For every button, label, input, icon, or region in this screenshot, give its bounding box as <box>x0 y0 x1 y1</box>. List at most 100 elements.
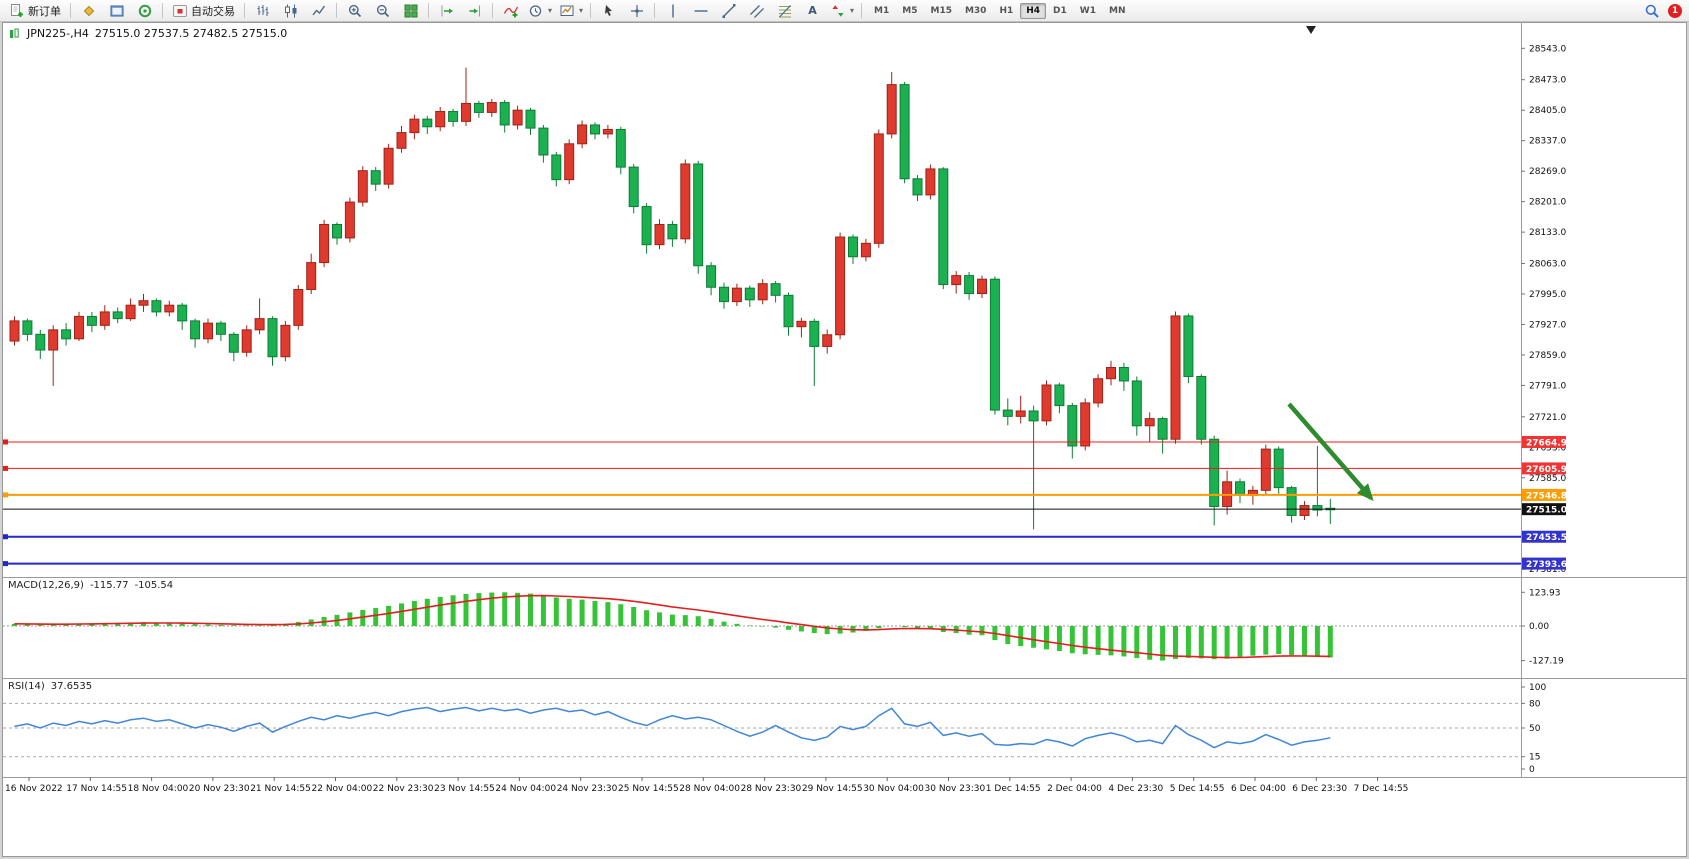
chart-shift-button[interactable] <box>461 0 488 21</box>
candlestick-chart-button[interactable] <box>277 0 304 21</box>
chevron-down-icon: ▾ <box>579 6 584 15</box>
hline-anchor[interactable] <box>3 492 8 498</box>
hline-anchor[interactable] <box>3 561 8 567</box>
toolbar-separator <box>428 3 429 18</box>
horizontal-lines <box>3 439 1521 567</box>
navigator-icon <box>110 5 123 16</box>
fibonacci-button[interactable] <box>771 0 798 21</box>
chart-window: 28543.0 28473.0 28405.0 28337.0 28269.0 28201… <box>2 22 1687 857</box>
chevron-down-icon: ▾ <box>850 6 855 15</box>
timeframe-button-h4[interactable]: H4 <box>1020 2 1047 19</box>
timeframe-button-d1[interactable]: D1 <box>1053 5 1067 16</box>
svg-text:27585.0: 27585.0 <box>1529 474 1566 484</box>
svg-text:30 Nov 04:00: 30 Nov 04:00 <box>863 784 924 794</box>
zoom-in-icon <box>348 4 361 17</box>
svg-text:-127.19: -127.19 <box>1529 657 1564 667</box>
svg-text:28337.0: 28337.0 <box>1529 137 1566 147</box>
chart-shift-marker[interactable] <box>1306 26 1316 34</box>
zoom-in-button[interactable] <box>341 0 368 21</box>
candlesticks <box>9 67 1336 530</box>
svg-text:28 Nov 04:00: 28 Nov 04:00 <box>679 784 740 794</box>
svg-text:27605.9: 27605.9 <box>1526 465 1567 475</box>
templates-button[interactable]: ▾ <box>556 0 586 21</box>
svg-text:24 Nov 23:30: 24 Nov 23:30 <box>557 784 618 794</box>
indicators-icon <box>503 6 518 17</box>
svg-text:15: 15 <box>1529 753 1540 763</box>
hline-anchor[interactable] <box>3 534 8 540</box>
indicators-button[interactable] <box>497 0 524 21</box>
svg-text:28133.0: 28133.0 <box>1529 228 1566 238</box>
svg-text:50: 50 <box>1529 724 1541 734</box>
channel-button[interactable] <box>743 0 770 21</box>
notification-badge[interactable]: 1 <box>1668 3 1682 18</box>
svg-text:0.00: 0.00 <box>1529 622 1549 632</box>
main-toolbar: 新订单 自动交易 <box>0 0 1689 22</box>
line-chart-icon <box>311 5 325 15</box>
hline-anchor[interactable] <box>3 439 8 445</box>
arrows-button[interactable]: ▾ <box>827 0 857 21</box>
horizontal-line-icon <box>694 9 708 12</box>
trendline-button[interactable] <box>715 0 742 21</box>
auto-scroll-button[interactable] <box>433 0 460 21</box>
svg-text:23 Nov 14:55: 23 Nov 14:55 <box>434 784 495 794</box>
fibonacci-icon <box>778 4 791 17</box>
channel-icon <box>749 4 764 18</box>
rsi-line <box>14 706 1331 749</box>
autotrading-button[interactable]: 自动交易 <box>167 0 240 21</box>
timeframe-button-w1[interactable]: W1 <box>1079 5 1096 16</box>
chevron-down-icon: ▾ <box>548 6 553 15</box>
svg-text:17 Nov 14:55: 17 Nov 14:55 <box>66 784 127 794</box>
timeframe-button-m5[interactable]: M5 <box>902 5 918 16</box>
market-watch-button[interactable] <box>75 0 102 21</box>
text-button[interactable]: A <box>799 0 826 21</box>
svg-text:6 Dec 04:00: 6 Dec 04:00 <box>1231 784 1286 794</box>
svg-text:27381.0: 27381.0 <box>1529 565 1566 575</box>
navigator-button[interactable] <box>103 0 130 21</box>
svg-text:27859.0: 27859.0 <box>1529 351 1566 361</box>
svg-text:27653.0: 27653.0 <box>1529 443 1566 453</box>
hline-anchor[interactable] <box>3 465 8 471</box>
timeframe-button-h1[interactable]: H1 <box>999 5 1014 16</box>
svg-text:5 Dec 14:55: 5 Dec 14:55 <box>1170 784 1225 794</box>
trend-arrow[interactable] <box>1287 402 1374 502</box>
svg-text:7 Dec 14:55: 7 Dec 14:55 <box>1354 784 1409 794</box>
chart-canvas[interactable]: 28543.0 28473.0 28405.0 28337.0 28269.0 28201… <box>3 23 1686 856</box>
toolbar-separator <box>861 3 863 18</box>
tile-windows-button[interactable] <box>397 0 424 21</box>
toolbar-separator <box>654 3 656 18</box>
line-chart-button[interactable] <box>305 0 332 21</box>
crosshair-button[interactable] <box>623 0 650 21</box>
svg-text:21 Nov 14:55: 21 Nov 14:55 <box>250 784 311 794</box>
bar-chart-button[interactable] <box>249 0 276 21</box>
vertical-line-button[interactable] <box>659 0 686 21</box>
toolbar-separator <box>590 3 592 18</box>
price-badge <box>1522 462 1566 475</box>
svg-text:28473.0: 28473.0 <box>1529 76 1566 86</box>
svg-text:27393.6: 27393.6 <box>1526 560 1567 570</box>
svg-text:27664.9: 27664.9 <box>1526 438 1567 448</box>
zoom-out-button[interactable] <box>369 0 396 21</box>
timeframe-button-m15[interactable]: M15 <box>930 5 952 16</box>
svg-text:27791.0: 27791.0 <box>1529 381 1566 391</box>
text-tool-icon: A <box>808 4 817 17</box>
svg-text:27453.5: 27453.5 <box>1526 533 1567 543</box>
autotrading-icon <box>173 4 187 17</box>
terminal-button[interactable] <box>131 0 158 21</box>
horizontal-line-button[interactable] <box>687 0 714 21</box>
chart-shift-icon <box>469 5 480 16</box>
timeframe-button-m1[interactable]: M1 <box>874 5 890 16</box>
periods-button[interactable]: ▾ <box>525 0 555 21</box>
svg-text:22 Nov 23:30: 22 Nov 23:30 <box>373 784 434 794</box>
macd-signal-line <box>14 594 1331 659</box>
price-axis: 28543.0 28473.0 28405.0 28337.0 28269.0 28201… <box>1521 44 1566 575</box>
timeframe-button-m30[interactable]: M30 <box>964 5 987 16</box>
cursor-button[interactable] <box>595 0 622 21</box>
timeframe-button-mn[interactable]: MN <box>1108 5 1126 16</box>
arrows-icon <box>832 4 844 17</box>
price-badge <box>1522 530 1566 543</box>
svg-text:28 Nov 23:30: 28 Nov 23:30 <box>741 784 802 794</box>
svg-text:27546.8: 27546.8 <box>1526 491 1567 501</box>
search-button[interactable] <box>1638 0 1665 21</box>
new-order-button[interactable]: 新订单 <box>4 0 66 21</box>
rsi-panel-plot: 100 80 50 15 0 <box>3 683 1546 775</box>
